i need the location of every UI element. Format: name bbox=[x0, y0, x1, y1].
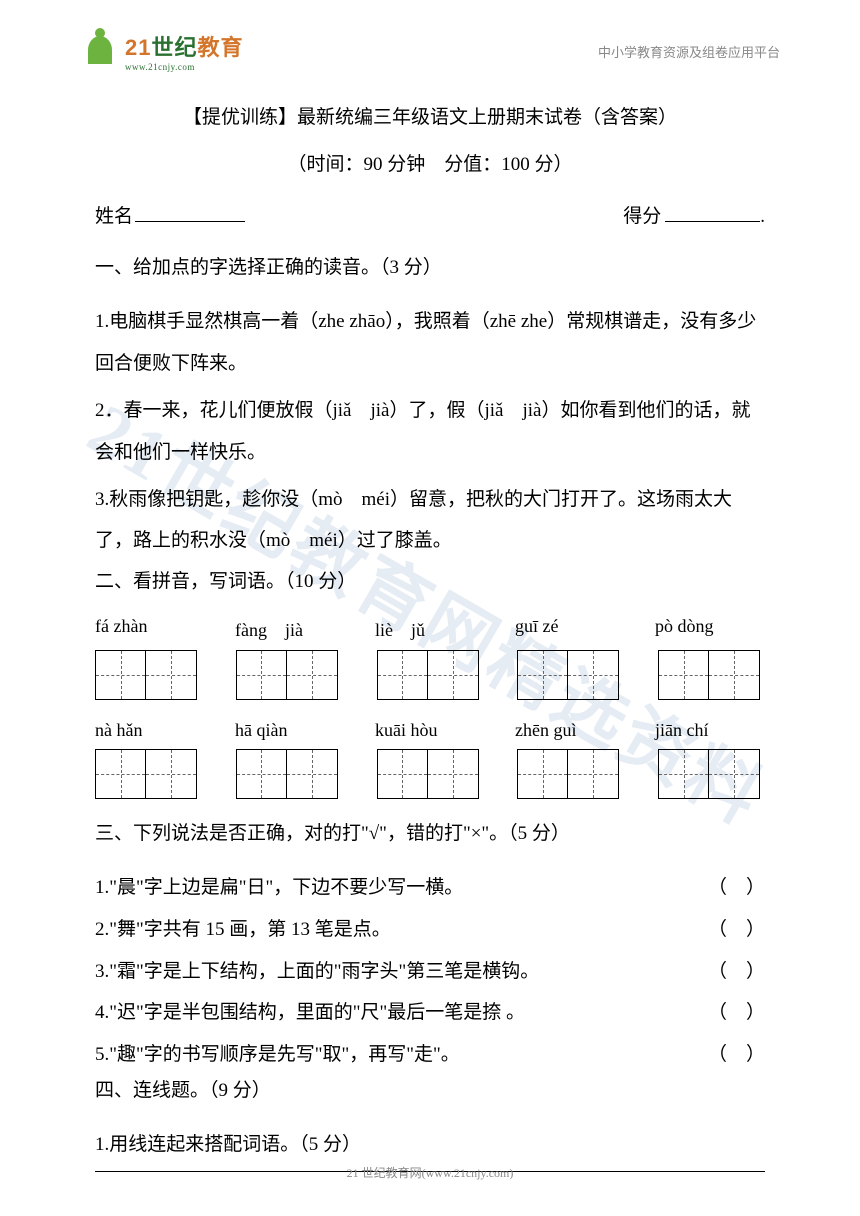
section1-q3: 3.秋雨像把钥匙，趁你没（mò méi）留意，把秋的大门打开了。这场雨太大了，路… bbox=[95, 479, 765, 563]
score-underline[interactable] bbox=[665, 221, 760, 222]
char-grid-2-4[interactable] bbox=[517, 749, 619, 799]
pinyin-2-2: hā qiàn bbox=[235, 720, 340, 741]
name-underline[interactable] bbox=[135, 221, 245, 222]
section4-header: 四、连线题。（9 分） bbox=[95, 1076, 765, 1106]
pinyin-2-1: nà hǎn bbox=[95, 720, 200, 741]
pinyin-1-2: fàng jià bbox=[235, 616, 340, 642]
document-content: 【提优训练】最新统编三年级语文上册期末试卷（含答案） （时间：90 分钟 分值：… bbox=[0, 82, 860, 1166]
char-grid-1-2[interactable] bbox=[236, 650, 338, 700]
name-score-row: 姓名 得分. bbox=[95, 201, 765, 228]
section3-q5-bracket[interactable]: （ ） bbox=[708, 1034, 765, 1076]
char-grid-2-2[interactable] bbox=[236, 749, 338, 799]
section3-q3-bracket[interactable]: （ ） bbox=[708, 951, 765, 993]
footer-text: 21 世纪教育网(www.21cnjy.com) bbox=[0, 1164, 860, 1181]
char-grid-1-4[interactable] bbox=[517, 650, 619, 700]
name-field: 姓名 bbox=[95, 201, 245, 228]
pinyin-2-4: zhēn guì bbox=[515, 720, 620, 741]
header-right-text: 中小学教育资源及组卷应用平台 bbox=[598, 42, 780, 61]
document-subtitle: （时间：90 分钟 分值：100 分） bbox=[95, 149, 765, 176]
section1-header: 一、给加点的字选择正确的读音。（3 分） bbox=[95, 253, 765, 283]
logo-url: www.21cnjy.com bbox=[125, 62, 244, 72]
section3-q1: 1."晨"字上边是扁"日"，下边不要少写一横。 （ ） bbox=[95, 867, 765, 909]
section3-q1-bracket[interactable]: （ ） bbox=[708, 867, 765, 909]
char-grid-1-1[interactable] bbox=[95, 650, 197, 700]
grid-row-2 bbox=[95, 749, 765, 799]
pinyin-2-5: jiān chí bbox=[655, 720, 760, 741]
pinyin-row-1: fá zhàn fàng jià liè jǔ guī zé pò dòng bbox=[95, 616, 765, 642]
section3-q2-text: 2."舞"字共有 15 画，第 13 笔是点。 bbox=[95, 909, 708, 951]
section3-q5: 5."趣"字的书写顺序是先写"取"，再写"走"。 （ ） bbox=[95, 1034, 765, 1076]
char-grid-1-3[interactable] bbox=[377, 650, 479, 700]
logo-text-shiji: 世纪 bbox=[151, 35, 197, 60]
section3-q4-text: 4."迟"字是半包围结构，里面的"尺"最后一笔是捺 。 bbox=[95, 992, 708, 1034]
section1-q1: 1.电脑棋手显然棋高一着（zhe zhāo），我照着（zhē zhe）常规棋谱走… bbox=[95, 301, 765, 385]
section4-q1: 1.用线连起来搭配词语。（5 分） bbox=[95, 1124, 765, 1166]
pinyin-1-4: guī zé bbox=[515, 616, 620, 642]
section3-q3: 3."霜"字是上下结构，上面的"雨字头"第三笔是横钩。 （ ） bbox=[95, 951, 765, 993]
score-period: . bbox=[760, 206, 765, 228]
section3-q4-bracket[interactable]: （ ） bbox=[708, 992, 765, 1034]
pinyin-1-5: pò dòng bbox=[655, 616, 760, 642]
pinyin-2-3: kuāi hòu bbox=[375, 720, 480, 741]
logo-text: 21世纪教育 www.21cnjy.com bbox=[125, 30, 244, 72]
score-label: 得分 bbox=[623, 201, 661, 228]
section3-q3-text: 3."霜"字是上下结构，上面的"雨字头"第三笔是横钩。 bbox=[95, 951, 708, 993]
pinyin-row-2: nà hǎn hā qiàn kuāi hòu zhēn guì jiān ch… bbox=[95, 720, 765, 741]
section3-q2: 2."舞"字共有 15 画，第 13 笔是点。 （ ） bbox=[95, 909, 765, 951]
page-header: 21世纪教育 www.21cnjy.com 中小学教育资源及组卷应用平台 bbox=[0, 0, 860, 82]
section1-q2: 2．春一来，花儿们便放假（jiǎ jià）了，假（jiǎ jià）如你看到他们的… bbox=[95, 390, 765, 474]
pinyin-1-3: liè jǔ bbox=[375, 616, 480, 642]
char-grid-2-3[interactable] bbox=[377, 749, 479, 799]
char-grid-1-5[interactable] bbox=[658, 650, 760, 700]
section3-q4: 4."迟"字是半包围结构，里面的"尺"最后一笔是捺 。 （ ） bbox=[95, 992, 765, 1034]
char-grid-2-5[interactable] bbox=[658, 749, 760, 799]
section2-header: 二、看拼音，写词语。（10 分） bbox=[95, 567, 765, 597]
document-title: 【提优训练】最新统编三年级语文上册期末试卷（含答案） bbox=[95, 102, 765, 129]
name-label: 姓名 bbox=[95, 201, 133, 228]
pinyin-1-1: fá zhàn bbox=[95, 616, 200, 642]
char-grid-2-1[interactable] bbox=[95, 749, 197, 799]
grid-row-1 bbox=[95, 650, 765, 700]
section3-q5-text: 5."趣"字的书写顺序是先写"取"，再写"走"。 bbox=[95, 1034, 708, 1076]
logo-text-21: 21 bbox=[125, 35, 151, 60]
logo-text-jiaoyu: 教育 bbox=[198, 35, 244, 60]
section3-q1-text: 1."晨"字上边是扁"日"，下边不要少写一横。 bbox=[95, 867, 708, 909]
logo: 21世纪教育 www.21cnjy.com bbox=[80, 30, 244, 72]
score-field: 得分. bbox=[623, 201, 765, 228]
logo-icon bbox=[80, 31, 120, 71]
section3-header: 三、下列说法是否正确，对的打"√"，错的打"×"。（5 分） bbox=[95, 819, 765, 849]
section3-q2-bracket[interactable]: （ ） bbox=[708, 909, 765, 951]
